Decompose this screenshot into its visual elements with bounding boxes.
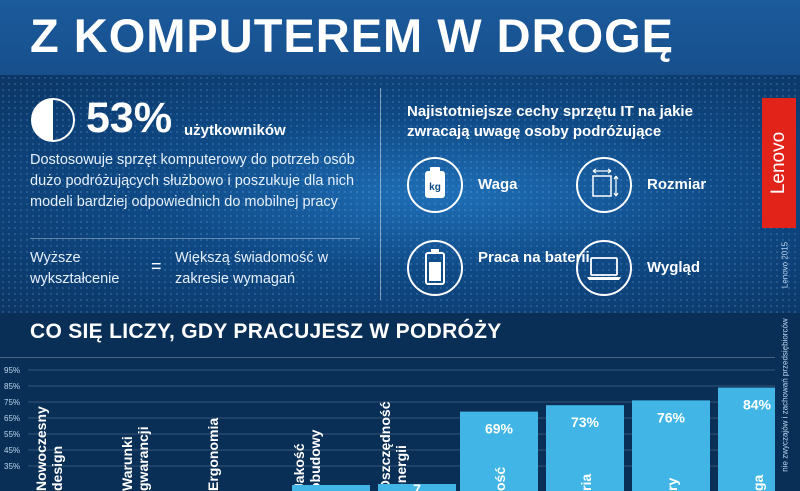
feature-label-weight: Waga	[478, 176, 518, 193]
stat-value: 53%	[86, 94, 173, 142]
y-tick-label: 35%	[4, 462, 20, 471]
laptop-icon	[576, 240, 632, 296]
battery-icon	[407, 240, 463, 296]
stat-unit: użytkowników	[184, 122, 286, 139]
y-tick-label: 45%	[4, 446, 20, 455]
y-tick-label: 75%	[4, 398, 20, 407]
category-label: Warunki	[119, 436, 135, 491]
page-title: Z KOMPUTEREM W DROGĘ	[30, 9, 675, 62]
equals-sign: =	[151, 256, 162, 276]
header-banner: Z KOMPUTEREM W DROGĘ	[0, 0, 800, 75]
half-moon-icon	[31, 98, 75, 142]
y-tick-label: 95%	[4, 366, 20, 375]
equation-right: Większą świadomość w zakresie wymagań	[175, 250, 329, 287]
bar-value-label: 69%	[485, 421, 514, 437]
y-tick-label: 65%	[4, 414, 20, 423]
category-label: ria	[578, 474, 594, 491]
category-label: Jakość	[291, 443, 307, 491]
chart-top-line	[0, 357, 775, 358]
world-map-dots	[0, 75, 800, 313]
size-icon	[576, 157, 632, 213]
bar	[460, 411, 538, 491]
bar-chart: 95% 85% 75% 65% 55% 45% 35% Nowoczesny design War…	[4, 366, 775, 491]
category-label: Oszczędność	[377, 401, 393, 491]
bar	[546, 405, 624, 491]
category-label: obudowy	[307, 429, 323, 491]
feature-label-battery: Praca na baterii	[478, 249, 590, 266]
bar-partial	[292, 485, 370, 491]
equation-left: Wyższe wykształcenie	[30, 250, 120, 287]
feature-label-size: Rozmiar	[647, 176, 707, 193]
bar-value-label: 73%	[571, 414, 600, 430]
category-label: Ergonomia	[205, 418, 221, 491]
feature-label-look: Wygląd	[647, 259, 701, 276]
vertical-divider	[380, 88, 381, 300]
category-label: energii	[393, 445, 409, 491]
section-title: CO SIĘ LICZY, GDY PRACUJESZ W PODRÓŻY	[30, 320, 502, 343]
stat-description: Dostosowuje sprzęt komputerowy do potrze…	[30, 152, 355, 210]
kg-label: kg	[429, 182, 441, 193]
lenovo-logo-text: Lenovo	[768, 131, 789, 195]
category-label: gwarancji	[135, 426, 151, 491]
copyright-note: Lenovo 2015	[780, 241, 790, 289]
y-tick-label: 55%	[4, 430, 20, 439]
category-label: design	[49, 446, 65, 491]
divider-line	[30, 238, 360, 239]
source-note: nie zwyczajów i zachowań przedsiębiorców	[780, 318, 790, 472]
bar-partial	[378, 484, 456, 491]
bar	[632, 400, 710, 491]
features-title: Najistotniejsze cechy sprzętu IT na jaki…	[407, 103, 693, 140]
bar-value-label: 76%	[657, 409, 686, 425]
bar-value-label: 84%	[743, 397, 772, 413]
category-label: ość	[492, 467, 508, 491]
bar-value-label-partial: 7	[413, 481, 421, 491]
weight-icon: kg	[407, 157, 463, 213]
lenovo-logo: Lenovo	[762, 98, 796, 228]
stats-panel	[0, 75, 800, 313]
bar	[718, 387, 775, 491]
category-label: ga	[750, 474, 766, 491]
category-label: Nowoczesny	[33, 406, 49, 491]
category-label: ry	[664, 478, 680, 491]
y-tick-label: 85%	[4, 382, 20, 391]
